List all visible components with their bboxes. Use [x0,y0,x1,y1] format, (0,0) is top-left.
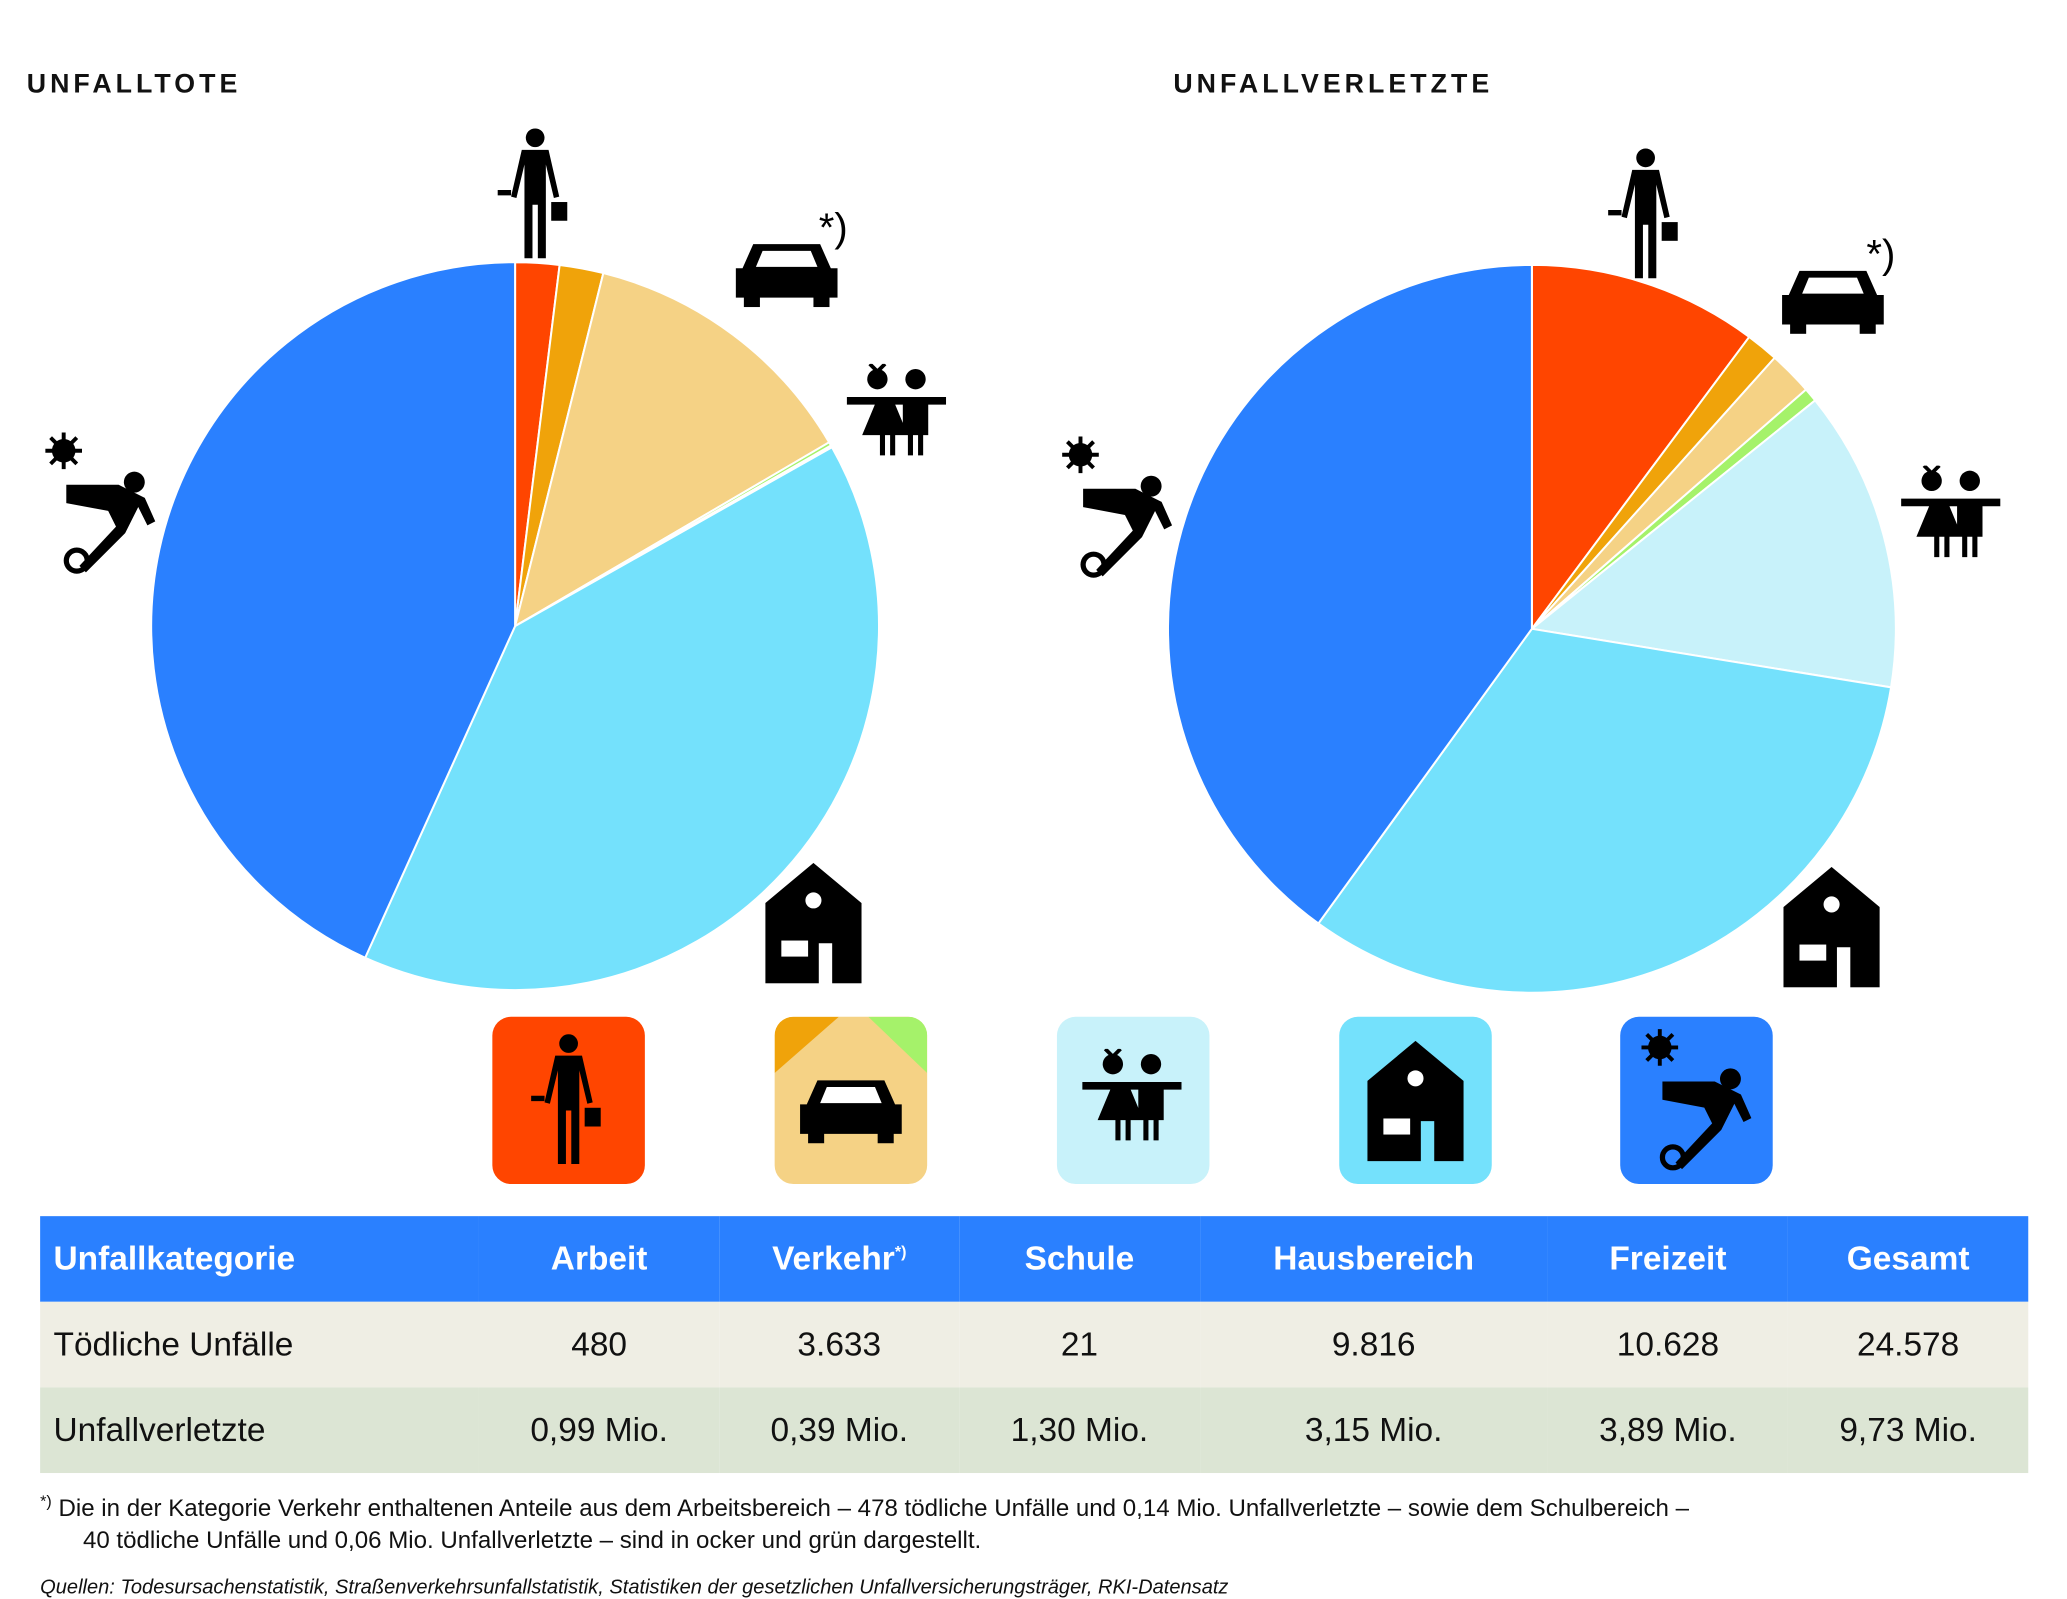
pie-slice-schule [1529,398,1897,689]
pie-slice-verkehr [513,271,831,629]
house-icon [1783,866,1880,988]
asterisk-note: *) [819,205,848,250]
chart-title-right: UNFALLVERLETZTE [1173,69,1494,100]
legend-tile-freizeit [1620,1016,1773,1185]
house-icon [765,862,862,984]
pie-slice-arbeit [1530,263,1751,632]
legend-tile-verkehr [774,1016,928,1185]
legend-tile-schule [1056,1016,1210,1185]
table-cell: 480 [479,1301,720,1388]
children-icon [847,364,946,456]
pie-charts: *) *) [0,128,2067,994]
table-cell: Unfallverletzte [40,1387,480,1474]
header-cell: Unfallkategorie [40,1216,480,1302]
children-icon [1901,466,2000,558]
worker-icon [1608,148,1678,279]
header-cell: Gesamt [1787,1216,2029,1302]
pie-unfallverletzte [1167,263,1897,994]
chart-title-left: UNFALLTOTE [26,69,242,100]
pie-slice-freizeit [1167,263,1533,925]
header-cell: Verkehr*) [719,1216,960,1302]
header-cell: Hausbereich [1199,1216,1548,1302]
pie-slice-freizeit [150,261,517,960]
table-header-row: Unfallkategorie Arbeit Verkehr*) Schule … [40,1216,2029,1302]
table-cell: 0,99 Mio. [479,1387,720,1474]
table-cell: 3,89 Mio. [1547,1387,1788,1474]
footnote: *) Die in der Kategorie Verkehr enthalte… [40,1491,1689,1554]
header-cell: Schule [959,1216,1200,1302]
table-cell: 3,15 Mio. [1199,1387,1548,1474]
car-icon [1782,270,1884,334]
table-cell: 1,30 Mio. [959,1387,1200,1474]
header-cell: Freizeit [1547,1216,1788,1302]
table-row: Tödliche Unfälle 480 3.633 21 9.816 10.628 24.… [40,1301,2029,1388]
worker-icon [497,128,568,259]
table-cell: 9,73 Mio. [1787,1387,2029,1474]
pie-unfalltote [150,261,880,992]
car-icon [735,244,838,308]
table-row: Unfallverletzte 0,99 Mio. 0,39 Mio. 1,30 Mi… [40,1387,2029,1474]
player-icon [45,432,155,572]
legend-tile-arbeit [492,1016,645,1185]
pie-slice-hausbereich [1316,627,1893,994]
table-cell: 3.633 [719,1301,960,1388]
legend-tile-hausbereich [1339,1016,1492,1185]
table-cell: Tödliche Unfälle [40,1301,480,1388]
header-cell: Arbeit [479,1216,720,1302]
pie-slice-hausbereich [363,445,880,992]
table-cell: 21 [959,1301,1200,1388]
asterisk-note: *) [1866,232,1895,277]
table-cell: 10.628 [1547,1301,1788,1388]
source-note: Quellen: Todesursachenstatistik, Straßen… [40,1576,1229,1599]
table-cell: 0,39 Mio. [719,1387,960,1474]
table-cell: 9.816 [1199,1301,1548,1388]
player-icon [1062,436,1172,576]
summary-table: Unfallkategorie Arbeit Verkehr*) Schule … [40,1216,2029,1474]
table-cell: 24.578 [1787,1301,2029,1388]
